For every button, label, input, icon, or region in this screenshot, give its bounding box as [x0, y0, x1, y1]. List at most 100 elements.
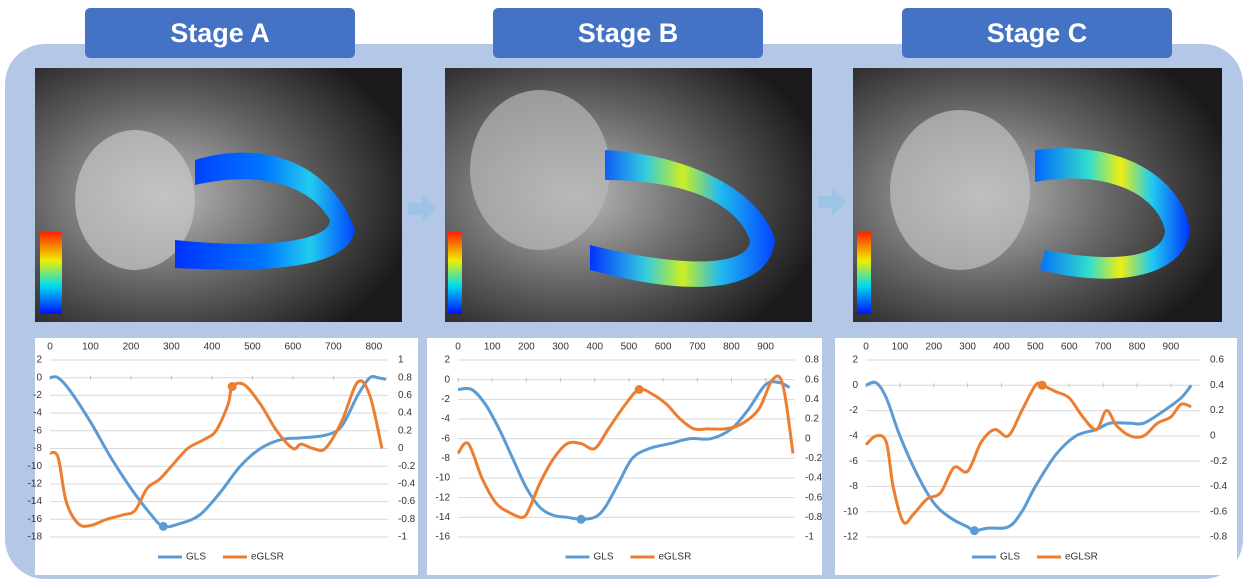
mri-image: [853, 68, 1222, 322]
x-tick-label: 200: [123, 342, 140, 353]
chart-box: [427, 338, 822, 575]
y-tick-label: -16: [436, 532, 451, 543]
y2-tick-label: -0.8: [398, 514, 416, 525]
highlight-point: [1038, 381, 1047, 390]
page: Stage A Stage B Stage C 20-2-4-6-8-10-12…: [0, 0, 1245, 583]
x-tick-label: 0: [455, 342, 461, 353]
y2-tick-label: -0.6: [398, 496, 416, 507]
y2-tick-label: -1: [805, 532, 814, 543]
y-tick-label: -10: [28, 461, 43, 472]
mri-image: [445, 68, 812, 322]
y-tick-label: -14: [28, 496, 43, 507]
y-tick-label: -10: [436, 473, 451, 484]
y-tick-label: -6: [849, 456, 858, 467]
x-tick-label: 500: [244, 342, 261, 353]
legend-label: eGLSR: [659, 552, 692, 563]
y-tick-label: -14: [436, 512, 451, 523]
y2-tick-label: -0.4: [1210, 481, 1228, 492]
x-tick-label: 400: [586, 342, 603, 353]
x-tick-label: 600: [655, 342, 672, 353]
x-tick-label: 900: [1163, 342, 1180, 353]
y2-tick-label: 0.4: [398, 408, 412, 419]
y-tick-label: 0: [444, 374, 450, 385]
y2-tick-label: 0.6: [1210, 355, 1224, 366]
y-tick-label: -12: [28, 479, 43, 490]
y2-tick-label: -0.6: [805, 492, 823, 503]
highlight-point: [159, 522, 168, 531]
y-tick-label: -10: [844, 506, 859, 517]
stage-title: Stage A: [170, 18, 270, 48]
x-tick-label: 100: [484, 342, 501, 353]
y2-tick-label: 0.2: [805, 414, 819, 425]
highlight-point: [228, 382, 237, 391]
y-tick-label: 0: [36, 372, 42, 383]
y2-tick-label: -0.4: [398, 479, 416, 490]
y2-tick-label: -0.6: [1210, 506, 1228, 517]
y2-tick-label: -1: [398, 532, 407, 543]
y-tick-label: -4: [33, 408, 42, 419]
x-tick-label: 200: [925, 342, 942, 353]
stage-title: Stage C: [987, 18, 1088, 48]
x-tick-label: 700: [325, 342, 342, 353]
x-tick-label: 600: [1061, 342, 1078, 353]
legend-label: eGLSR: [251, 552, 284, 563]
highlight-point: [577, 515, 586, 524]
y2-tick-label: 0.2: [398, 425, 412, 436]
y2-tick-label: -0.2: [805, 453, 823, 464]
y-tick-label: -8: [33, 443, 42, 454]
y2-tick-label: 0.2: [1210, 405, 1224, 416]
x-tick-label: 400: [993, 342, 1010, 353]
y-tick-label: -4: [441, 414, 450, 425]
y-tick-label: -18: [28, 532, 43, 543]
y2-tick-label: 0.4: [1210, 380, 1224, 391]
y2-tick-label: -0.4: [805, 473, 823, 484]
y2-tick-label: 0.8: [398, 372, 412, 383]
x-tick-label: 600: [285, 342, 302, 353]
y2-tick-label: 0.6: [398, 390, 412, 401]
x-tick-label: 700: [1095, 342, 1112, 353]
x-tick-label: 0: [863, 342, 869, 353]
x-tick-label: 100: [892, 342, 909, 353]
chart-box: [835, 338, 1237, 575]
x-tick-label: 300: [163, 342, 180, 353]
highlight-point: [635, 385, 644, 394]
y-tick-label: -2: [849, 405, 858, 416]
y-tick-label: -2: [441, 394, 450, 405]
y2-tick-label: 0.6: [805, 374, 819, 385]
y2-tick-label: -0.2: [1210, 456, 1228, 467]
x-tick-label: 800: [366, 342, 383, 353]
mri-image: [35, 68, 402, 322]
y-tick-label: 0: [852, 380, 858, 391]
x-tick-label: 200: [518, 342, 535, 353]
legend-label: GLS: [186, 552, 206, 563]
x-tick-label: 500: [621, 342, 638, 353]
y-tick-label: -2: [33, 390, 42, 401]
y-tick-label: -6: [33, 425, 42, 436]
y-tick-label: 2: [444, 355, 450, 366]
legend-label: GLS: [1000, 552, 1020, 563]
y-tick-label: -4: [849, 430, 858, 441]
y-tick-label: -6: [441, 433, 450, 444]
y2-tick-label: -0.8: [805, 512, 823, 523]
stage-title: Stage B: [578, 18, 679, 48]
figure: Stage A Stage B Stage C 20-2-4-6-8-10-12…: [0, 0, 1245, 583]
x-tick-label: 0: [47, 342, 53, 353]
y-tick-label: 2: [852, 355, 858, 366]
x-tick-label: 800: [723, 342, 740, 353]
x-tick-label: 100: [82, 342, 99, 353]
y2-tick-label: 0: [1210, 430, 1216, 441]
legend-label: eGLSR: [1065, 552, 1098, 563]
x-tick-label: 300: [959, 342, 976, 353]
y-tick-label: -16: [28, 514, 43, 525]
y2-tick-label: 0: [398, 443, 404, 454]
y2-tick-label: 0.8: [805, 355, 819, 366]
chart-box: [35, 338, 418, 575]
y2-tick-label: 1: [398, 355, 404, 366]
y-tick-label: -12: [436, 492, 451, 503]
y2-tick-label: 0: [805, 433, 811, 444]
y2-tick-label: 0.4: [805, 394, 819, 405]
y-tick-label: -8: [441, 453, 450, 464]
y2-tick-label: -0.8: [1210, 532, 1228, 543]
x-tick-label: 400: [204, 342, 221, 353]
x-tick-label: 700: [689, 342, 706, 353]
